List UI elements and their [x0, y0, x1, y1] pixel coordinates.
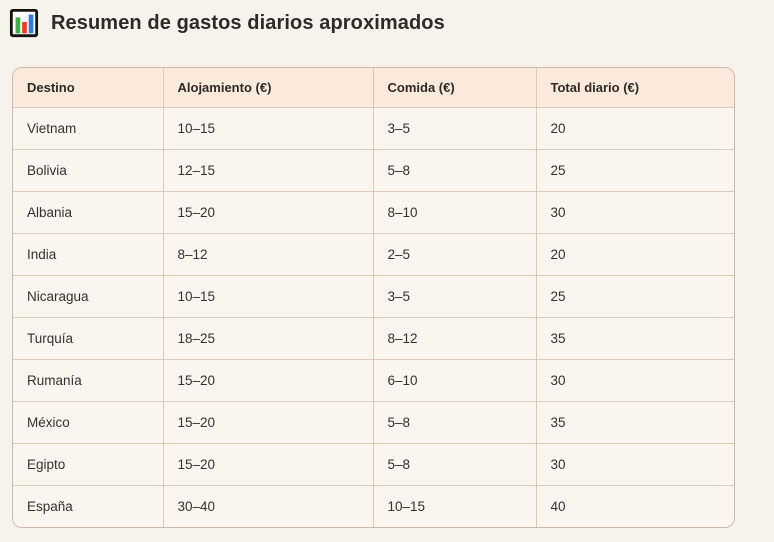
cell-destino: México: [13, 400, 164, 444]
cell-alojamiento: 30–40: [162, 484, 374, 527]
cell-comida: 5–8: [372, 148, 537, 192]
cell-destino: Nicaragua: [13, 274, 164, 318]
table-row: Rumanía 15–20 6–10 30: [13, 358, 734, 402]
table-row: Egipto 15–20 5–8 30: [13, 442, 734, 486]
cell-destino: Vietnam: [13, 106, 164, 150]
bar-chart-icon: [9, 8, 39, 38]
cell-destino: Albania: [13, 190, 164, 234]
cell-total: 40: [535, 484, 734, 527]
cell-alojamiento: 18–25: [162, 316, 374, 360]
cell-comida: 2–5: [372, 232, 537, 276]
cell-total: 30: [535, 442, 734, 486]
cell-alojamiento: 10–15: [162, 106, 374, 150]
cell-alojamiento: 10–15: [162, 274, 374, 318]
cell-comida: 8–10: [372, 190, 537, 234]
cell-destino: Turquía: [13, 316, 164, 360]
cell-total: 35: [535, 316, 734, 360]
expenses-table: Destino Alojamiento (€) Comida (€) Total…: [12, 67, 735, 528]
cell-total: 25: [535, 148, 734, 192]
table-row: Nicaragua 10–15 3–5 25: [13, 274, 734, 318]
cell-comida: 3–5: [372, 106, 537, 150]
cell-alojamiento: 15–20: [162, 190, 374, 234]
page-title-row: Resumen de gastos diarios aproximados: [0, 0, 774, 38]
table-row: México 15–20 5–8 35: [13, 400, 734, 444]
table-row: España 30–40 10–15 40: [13, 484, 734, 527]
cell-alojamiento: 15–20: [162, 400, 374, 444]
cell-destino: Rumanía: [13, 358, 164, 402]
cell-destino: Egipto: [13, 442, 164, 486]
cell-comida: 5–8: [372, 442, 537, 486]
cell-total: 20: [535, 106, 734, 150]
column-header-comida: Comida (€): [372, 68, 537, 108]
table-row: Bolivia 12–15 5–8 25: [13, 148, 734, 192]
cell-total: 35: [535, 400, 734, 444]
cell-comida: 3–5: [372, 274, 537, 318]
cell-destino: Bolivia: [13, 148, 164, 192]
table-row: Turquía 18–25 8–12 35: [13, 316, 734, 360]
column-header-destino: Destino: [13, 68, 164, 108]
cell-alojamiento: 15–20: [162, 358, 374, 402]
cell-comida: 5–8: [372, 400, 537, 444]
cell-comida: 6–10: [372, 358, 537, 402]
column-header-total-diario: Total diario (€): [535, 68, 734, 108]
cell-alojamiento: 8–12: [162, 232, 374, 276]
cell-alojamiento: 15–20: [162, 442, 374, 486]
cell-comida: 10–15: [372, 484, 537, 527]
table-row: Albania 15–20 8–10 30: [13, 190, 734, 234]
cell-destino: India: [13, 232, 164, 276]
cell-total: 30: [535, 358, 734, 402]
cell-comida: 8–12: [372, 316, 537, 360]
cell-destino: España: [13, 484, 164, 527]
cell-total: 25: [535, 274, 734, 318]
column-header-alojamiento: Alojamiento (€): [162, 68, 374, 108]
table-row: Vietnam 10–15 3–5 20: [13, 106, 734, 150]
cell-alojamiento: 12–15: [162, 148, 374, 192]
page-title: Resumen de gastos diarios aproximados: [51, 11, 445, 34]
cell-total: 30: [535, 190, 734, 234]
cell-total: 20: [535, 232, 734, 276]
table-header-row: Destino Alojamiento (€) Comida (€) Total…: [13, 68, 734, 108]
table-row: India 8–12 2–5 20: [13, 232, 734, 276]
